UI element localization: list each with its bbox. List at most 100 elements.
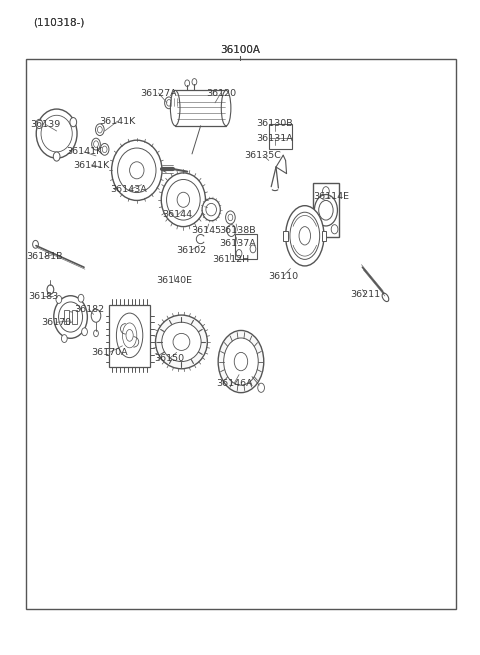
Text: 36182: 36182 (74, 305, 104, 314)
Circle shape (167, 100, 171, 106)
Text: (110318-): (110318-) (34, 18, 85, 28)
Ellipse shape (221, 90, 231, 126)
Text: 36141K: 36141K (73, 160, 109, 170)
Ellipse shape (218, 330, 264, 393)
Bar (322, 231, 326, 241)
Ellipse shape (234, 352, 248, 371)
Circle shape (258, 383, 264, 392)
Ellipse shape (314, 195, 337, 226)
Circle shape (47, 285, 54, 294)
Ellipse shape (130, 162, 144, 179)
Bar (72, 310, 77, 324)
Ellipse shape (177, 193, 190, 208)
Text: 36100A: 36100A (220, 45, 260, 56)
Text: 36183: 36183 (28, 291, 59, 301)
Circle shape (70, 118, 77, 127)
Ellipse shape (36, 109, 77, 159)
Text: 36120: 36120 (206, 88, 236, 98)
Bar (269, 124, 292, 149)
Ellipse shape (41, 115, 72, 152)
Text: 36138B: 36138B (219, 226, 256, 235)
Text: 36170: 36170 (42, 318, 72, 327)
Circle shape (192, 79, 197, 85)
Ellipse shape (118, 148, 156, 193)
Circle shape (236, 250, 242, 257)
Text: 36112H: 36112H (212, 255, 249, 264)
Text: 36130B: 36130B (256, 119, 293, 128)
Circle shape (82, 328, 87, 335)
Circle shape (228, 214, 233, 221)
Circle shape (91, 309, 101, 322)
Ellipse shape (59, 302, 83, 332)
Text: 36137A: 36137A (219, 239, 256, 248)
Ellipse shape (170, 90, 180, 126)
Ellipse shape (224, 338, 258, 385)
Ellipse shape (202, 198, 220, 221)
Ellipse shape (299, 227, 311, 245)
Ellipse shape (173, 333, 190, 350)
Text: 36100A: 36100A (220, 45, 260, 56)
Circle shape (94, 141, 98, 147)
Circle shape (165, 97, 173, 109)
Text: 36141K: 36141K (99, 117, 136, 126)
Ellipse shape (126, 329, 133, 341)
Ellipse shape (122, 323, 137, 348)
Text: 36170A: 36170A (91, 348, 128, 357)
Ellipse shape (290, 212, 320, 259)
Circle shape (78, 294, 84, 302)
Ellipse shape (162, 322, 201, 362)
Ellipse shape (111, 140, 162, 200)
Circle shape (53, 152, 60, 161)
Ellipse shape (161, 173, 205, 227)
Ellipse shape (156, 315, 207, 369)
Text: 36127A: 36127A (140, 88, 177, 98)
Circle shape (92, 138, 100, 150)
Circle shape (250, 245, 256, 253)
Text: 36102: 36102 (176, 246, 206, 255)
Text: (110318-): (110318-) (34, 18, 85, 28)
Ellipse shape (66, 312, 75, 322)
Circle shape (323, 187, 329, 196)
Ellipse shape (167, 179, 200, 220)
Circle shape (102, 146, 107, 153)
Bar (283, 231, 288, 241)
Ellipse shape (54, 295, 87, 338)
Text: 36145: 36145 (192, 226, 221, 235)
Circle shape (56, 295, 62, 303)
Text: 36146A: 36146A (216, 379, 252, 388)
Circle shape (33, 240, 38, 248)
Text: 36139: 36139 (30, 120, 61, 129)
Text: 36140E: 36140E (156, 276, 192, 285)
Circle shape (100, 143, 109, 155)
Ellipse shape (286, 206, 324, 266)
Bar (175, 90, 226, 126)
Circle shape (36, 119, 43, 128)
Bar (109, 305, 150, 367)
Text: 36144: 36144 (163, 210, 192, 219)
Ellipse shape (117, 313, 143, 358)
Text: 36150: 36150 (154, 354, 184, 364)
Circle shape (94, 330, 98, 337)
Circle shape (226, 211, 235, 224)
Text: 36135C: 36135C (245, 151, 281, 160)
Bar (313, 183, 339, 237)
Bar (26, 59, 456, 609)
Ellipse shape (382, 293, 389, 301)
Text: 36181B: 36181B (26, 252, 63, 261)
Text: 36110: 36110 (268, 272, 298, 281)
Text: 36131A: 36131A (256, 134, 293, 143)
Circle shape (185, 80, 190, 86)
Bar (235, 234, 257, 259)
Text: 36114E: 36114E (313, 192, 349, 201)
Ellipse shape (206, 203, 216, 216)
Circle shape (314, 225, 321, 234)
Text: 36141K: 36141K (66, 147, 102, 157)
Circle shape (331, 225, 338, 234)
Ellipse shape (319, 200, 333, 220)
Circle shape (97, 126, 102, 133)
Circle shape (227, 225, 236, 236)
Circle shape (61, 335, 67, 343)
Text: 36143A: 36143A (110, 185, 147, 195)
Bar (64, 310, 69, 324)
Text: 36211: 36211 (351, 290, 381, 299)
